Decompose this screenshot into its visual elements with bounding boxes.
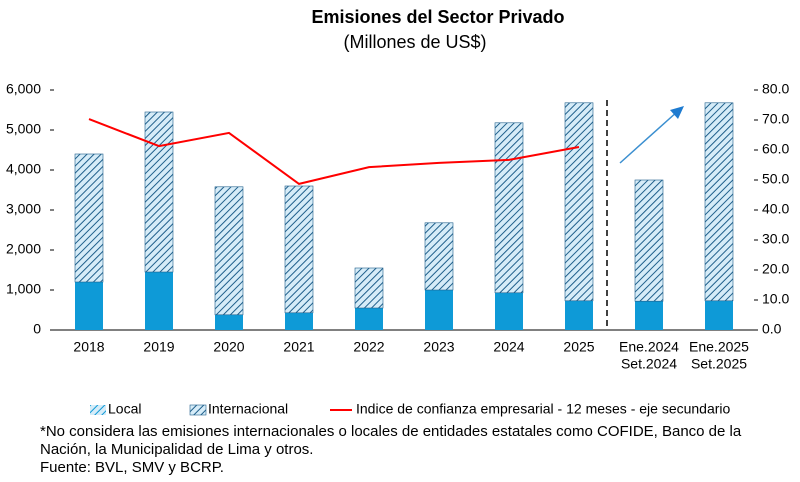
bar — [704, 102, 734, 302]
x-tick-label: Set.2024 — [621, 356, 677, 372]
y-tick-label: 5,000 — [6, 121, 41, 137]
y2-tick-label: 20.0 — [762, 261, 789, 277]
x-tick-label: Set.2025 — [691, 356, 747, 372]
trend-arrow — [619, 110, 679, 164]
bar — [355, 308, 383, 330]
bar — [75, 282, 103, 330]
bar — [564, 102, 594, 302]
bar — [285, 312, 313, 330]
y2-tick-label: 60.0 — [762, 141, 789, 157]
x-tick-label: 2021 — [283, 339, 314, 355]
bar — [144, 111, 174, 273]
trend-arrow-head — [670, 106, 684, 119]
footnote: Fuente: BVL, SMV y BCRP. — [40, 459, 224, 476]
bar — [354, 267, 384, 309]
bar — [284, 185, 314, 314]
bar — [635, 301, 663, 330]
bar — [495, 292, 523, 330]
bar — [214, 186, 244, 316]
y2-tick-label: 0.0 — [762, 321, 782, 337]
footnote: *No considera las emisiones internaciona… — [40, 423, 742, 440]
footnote: Nación, la Municipalidad de Lima y otros… — [40, 441, 313, 458]
x-tick-label: 2019 — [143, 339, 174, 355]
x-tick-label: Ene.2025 — [689, 339, 749, 355]
legend-label: Internacional — [208, 401, 288, 417]
y2-tick-label: 50.0 — [762, 171, 789, 187]
y2-tick-label: 30.0 — [762, 231, 789, 247]
x-tick-label: 2024 — [493, 339, 524, 355]
y-tick-label: 3,000 — [6, 201, 41, 217]
bar — [74, 153, 104, 283]
y-tick-label: 0 — [33, 321, 41, 337]
bar — [494, 122, 524, 294]
legend-swatch — [90, 405, 106, 415]
x-tick-label: 2018 — [73, 339, 104, 355]
line — [88, 118, 580, 185]
x-tick-label: 2023 — [423, 339, 454, 355]
chart-subtitle: (Millones de US$) — [343, 32, 486, 52]
x-tick-label: Ene.2024 — [619, 339, 679, 355]
y2-tick-label: 40.0 — [762, 201, 789, 217]
y-tick-label: 2,000 — [6, 241, 41, 257]
y-tick-label: 4,000 — [6, 161, 41, 177]
x-tick-label: 2020 — [213, 339, 244, 355]
y2-tick-label: 70.0 — [762, 111, 789, 127]
y2-tick-label: 80.0 — [762, 81, 789, 97]
bar — [425, 290, 453, 330]
bar — [145, 272, 173, 330]
bar — [424, 222, 454, 291]
legend-label: Indice de confianza empresarial - 12 mes… — [356, 401, 731, 417]
bar — [215, 314, 243, 330]
x-tick-label: 2022 — [353, 339, 384, 355]
y-tick-label: 6,000 — [6, 81, 41, 97]
y-tick-label: 1,000 — [6, 281, 41, 297]
legend-swatch — [189, 404, 207, 416]
bar — [634, 179, 664, 302]
legend-label: Local — [108, 401, 141, 417]
x-tick-label: 2025 — [563, 339, 594, 355]
chart-title: Emisiones del Sector Privado — [311, 7, 564, 27]
bar — [705, 300, 733, 330]
bar — [565, 300, 593, 330]
y2-tick-label: 10.0 — [762, 291, 789, 307]
